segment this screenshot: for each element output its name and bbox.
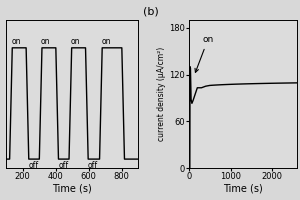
Text: on: on bbox=[101, 37, 111, 46]
Y-axis label: current density (μA/cm²): current density (μA/cm²) bbox=[157, 47, 166, 141]
Text: on: on bbox=[71, 37, 80, 46]
Text: on: on bbox=[41, 37, 50, 46]
X-axis label: Time (s): Time (s) bbox=[223, 184, 263, 194]
Text: off: off bbox=[58, 161, 68, 170]
Text: off: off bbox=[28, 161, 39, 170]
Text: (b): (b) bbox=[142, 6, 158, 16]
X-axis label: Time (s): Time (s) bbox=[52, 184, 92, 194]
Text: on: on bbox=[195, 35, 214, 72]
Text: on: on bbox=[11, 37, 21, 46]
Text: off: off bbox=[88, 161, 98, 170]
